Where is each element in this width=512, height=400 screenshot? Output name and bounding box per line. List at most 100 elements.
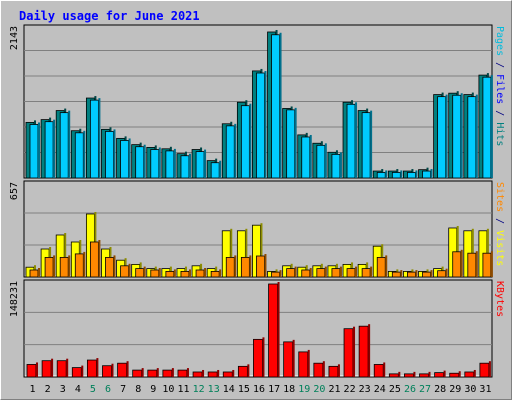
bar-kbytes-day-10-face xyxy=(162,369,173,378)
bar-kbytes-day-5-face xyxy=(86,359,97,378)
x-tick-label-day-28: 28 xyxy=(434,384,446,395)
bar-sites-day-8-shadow xyxy=(143,266,146,277)
y-max-label: 2143 xyxy=(9,26,20,50)
bar-sites-day-21 xyxy=(331,266,342,278)
bar-sites-day-27-shadow xyxy=(430,270,433,277)
bar-files-day-6 xyxy=(105,129,116,179)
series-label-part: / xyxy=(494,56,505,74)
bar-files-day-26-face xyxy=(407,172,416,179)
bar-sites-day-3 xyxy=(59,255,71,278)
x-tick-label-day-12: 12 xyxy=(193,384,205,395)
x-tick-label-day-26: 26 xyxy=(404,384,416,395)
bar-kbytes-day-5-shadow xyxy=(96,358,99,377)
panel-2: 657 Sites / Visits xyxy=(9,180,505,278)
bar-files-day-4 xyxy=(74,130,86,179)
bar-sites-day-20-face xyxy=(316,268,326,278)
bar-kbytes-day-24 xyxy=(373,362,386,378)
x-tick-label-day-23: 23 xyxy=(359,384,371,395)
bar-files-day-9-face xyxy=(150,149,160,179)
x-tick-label-day-2: 2 xyxy=(45,384,51,395)
bar-kbytes-day-27-face xyxy=(419,373,429,378)
bar-files-day-15 xyxy=(240,103,252,179)
bar-files-day-5-face xyxy=(89,99,99,179)
series-label-part: / xyxy=(494,104,505,122)
bar-sites-day-18 xyxy=(286,266,297,278)
bar-kbytes-day-10-shadow xyxy=(171,368,174,377)
bar-kbytes-day-14-shadow xyxy=(232,369,235,377)
bar-sites-day-27 xyxy=(422,270,433,278)
bar-files-day-9-shadow xyxy=(158,147,161,178)
bar-kbytes-day-27-shadow xyxy=(428,371,431,377)
bar-kbytes-day-31-shadow xyxy=(488,361,491,377)
bar-files-day-26 xyxy=(407,170,418,179)
bar-kbytes-day-9-shadow xyxy=(156,368,159,377)
bar-kbytes-day-11 xyxy=(177,368,189,378)
bar-sites-day-13-shadow xyxy=(219,269,222,277)
bar-sites-day-16-face xyxy=(256,255,265,278)
bar-files-day-22-shadow xyxy=(355,102,358,178)
bar-sites-day-15-shadow xyxy=(249,255,252,277)
bar-kbytes-day-25 xyxy=(388,371,401,378)
bar-files-day-16-shadow xyxy=(264,71,267,178)
bar-files-day-19-face xyxy=(301,136,311,179)
bar-files-day-3-shadow xyxy=(68,110,71,178)
bar-files-day-3-face xyxy=(59,112,69,179)
x-tick-label-day-15: 15 xyxy=(238,384,250,395)
bar-kbytes-day-25-face xyxy=(388,373,399,378)
bar-sites-day-25-shadow xyxy=(400,270,403,277)
bar-sites-day-15-face xyxy=(240,256,250,278)
bar-visits-day-3-shadow xyxy=(64,232,67,277)
bar-sites-day-12-face xyxy=(195,269,205,278)
bar-sites-day-11-face xyxy=(180,270,190,278)
bar-sites-day-29-face xyxy=(452,251,462,278)
bar-files-day-18 xyxy=(286,107,297,179)
bar-files-day-13 xyxy=(210,160,222,179)
bar-files-day-1 xyxy=(29,122,40,179)
bar-sites-day-28 xyxy=(437,268,448,278)
bar-kbytes-day-3-shadow xyxy=(66,358,69,377)
bar-files-day-28 xyxy=(437,94,448,179)
bar-sites-day-16-shadow xyxy=(264,253,267,277)
bar-sites-day-2-face xyxy=(44,256,54,278)
bar-files-day-2-shadow xyxy=(53,119,56,178)
bar-kbytes-day-7-face xyxy=(117,362,127,378)
bar-files-day-4-shadow xyxy=(83,130,86,178)
bar-sites-day-15 xyxy=(240,255,252,278)
x-tick-label-day-29: 29 xyxy=(449,384,461,395)
bar-visits-day-16-shadow xyxy=(260,223,263,277)
bar-sites-day-5-face xyxy=(89,241,99,278)
series-label-part: KBytes xyxy=(494,281,505,317)
bar-files-day-27-face xyxy=(422,170,431,179)
bar-files-day-15-shadow xyxy=(249,103,252,178)
bar-kbytes-day-29 xyxy=(449,371,461,378)
bar-sites-day-31 xyxy=(482,251,493,278)
bar-sites-day-6-shadow xyxy=(113,255,116,277)
bar-files-day-19-shadow xyxy=(309,134,312,178)
bar-kbytes-day-17 xyxy=(268,282,280,378)
y-max-label: 148231 xyxy=(9,281,20,317)
bar-files-day-6-shadow xyxy=(113,129,116,178)
bar-kbytes-day-6-shadow xyxy=(111,363,114,377)
bar-visits-day-15-shadow xyxy=(245,228,248,277)
bar-kbytes-day-16-shadow xyxy=(262,337,265,377)
series-label-part: Sites xyxy=(494,182,505,212)
bar-files-day-26-shadow xyxy=(415,170,418,178)
bar-kbytes-day-15-face xyxy=(237,365,248,378)
bar-files-day-22-face xyxy=(346,103,356,179)
series-label-part: Files xyxy=(494,74,505,104)
bar-sites-day-4-shadow xyxy=(83,251,86,277)
bar-sites-day-14 xyxy=(225,255,237,278)
series-label: Pages / Files / Hits xyxy=(494,26,505,146)
bar-files-day-2 xyxy=(44,119,56,179)
bar-sites-day-9-shadow xyxy=(158,267,161,277)
bar-files-day-25-shadow xyxy=(400,170,403,178)
bar-kbytes-day-19-shadow xyxy=(307,349,310,377)
series-label-part: Visits xyxy=(494,230,505,266)
bar-sites-day-18-shadow xyxy=(294,266,297,277)
bar-files-day-6-face xyxy=(105,131,114,179)
x-tick-label-day-4: 4 xyxy=(75,384,81,395)
x-tick-label-day-7: 7 xyxy=(120,384,126,395)
x-tick-label-day-13: 13 xyxy=(208,384,220,395)
bar-kbytes-day-20 xyxy=(313,361,325,378)
bar-kbytes-day-8-face xyxy=(132,369,143,378)
